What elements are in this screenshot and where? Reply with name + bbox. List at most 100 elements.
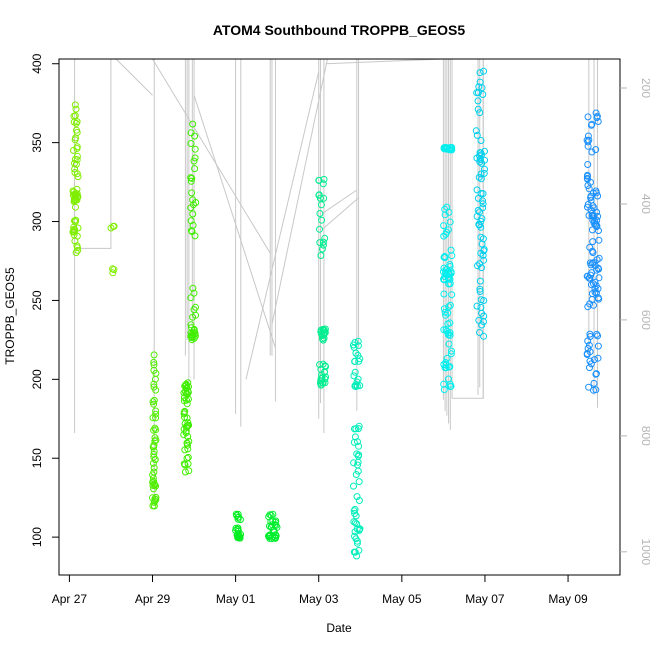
data-point-g2-26	[150, 396, 158, 404]
x-tick-label-3: May 03	[299, 592, 339, 606]
data-point-g7-48	[317, 375, 325, 383]
y-tick-label-2: 200	[30, 369, 44, 389]
chart-title: ATOM4 Southbound TROPPB_GEOS5	[213, 22, 465, 38]
data-point-g4-23	[187, 177, 195, 185]
data-point-g2-31	[150, 464, 158, 472]
data-point-g10-35	[480, 332, 488, 340]
data-point-g10-39	[477, 175, 485, 183]
data-point-g4-31	[187, 174, 195, 182]
data-point-g7-41	[319, 241, 327, 249]
data-point-g11-80	[583, 350, 591, 358]
data-point-g4-38	[187, 217, 195, 225]
data-point-g8-25	[350, 459, 358, 467]
data-point-g5-17	[233, 512, 241, 520]
data-point-g11-96	[595, 274, 603, 282]
x-tick-label-5: May 07	[465, 592, 505, 606]
data-point-g11-39	[584, 161, 592, 168]
data-point-g10-64	[479, 204, 487, 212]
data-point-g10-12	[477, 170, 485, 178]
data-point-g11-78	[593, 216, 601, 224]
data-point-g4-28	[188, 336, 196, 344]
data-point-g8-38	[351, 368, 359, 376]
data-point-g0-48	[72, 196, 80, 204]
data-point-g7-14	[318, 216, 326, 224]
data-point-g9-38	[445, 340, 453, 348]
data-point-g10-36	[479, 235, 487, 243]
data-point-g3-22	[183, 454, 191, 462]
data-point-g9-76	[444, 226, 452, 234]
data-point-g9-84	[440, 144, 448, 152]
data-point-g4-44	[191, 330, 199, 338]
data-point-g9-48	[447, 350, 455, 358]
data-point-g7-17	[316, 225, 323, 233]
data-point-g0-58	[73, 118, 81, 126]
data-point-g10-30	[475, 316, 483, 324]
data-point-g11-31	[592, 289, 600, 297]
data-point-g1-5	[110, 222, 118, 230]
data-point-g8-39	[353, 537, 361, 545]
data-point-g7-45	[319, 379, 327, 387]
data-point-g10-23	[474, 97, 482, 105]
data-point-g9-86	[443, 228, 451, 236]
data-point-g8-20	[354, 342, 362, 350]
connector-line-7	[321, 189, 358, 215]
data-point-g8-59	[354, 351, 362, 359]
x-tick-label-4: May 05	[382, 592, 422, 606]
data-point-g2-45	[152, 496, 160, 504]
y-axis-label: TROPPB_GEOS5	[3, 267, 17, 365]
data-point-g11-98	[593, 208, 600, 216]
data-point-g9-81	[448, 252, 456, 260]
data-point-g7-44	[315, 191, 323, 199]
data-point-g8-17	[354, 337, 362, 345]
data-point-g0-57	[71, 217, 78, 225]
data-point-g3-26	[180, 460, 188, 468]
data-point-g4-41	[190, 306, 198, 314]
data-point-g10-28	[476, 78, 484, 86]
data-point-g11-5	[586, 364, 593, 372]
data-point-g5-24	[233, 531, 241, 539]
data-point-g10-22	[481, 165, 488, 173]
data-point-g8-28	[355, 478, 363, 486]
connector-line-5	[271, 59, 328, 325]
data-point-g8-16	[350, 482, 357, 490]
data-point-g11-84	[584, 171, 591, 179]
data-point-g4-25	[190, 289, 198, 297]
data-point-g2-33	[151, 481, 159, 489]
data-point-g0-52	[70, 198, 78, 205]
data-point-g8-45	[351, 548, 359, 556]
data-point-g8-56	[352, 381, 360, 389]
data-point-g8-55	[350, 438, 358, 446]
data-point-g11-107	[595, 254, 603, 262]
data-point-g11-60	[592, 370, 600, 378]
data-point-g7-20	[317, 252, 325, 259]
data-point-g6-25	[269, 517, 277, 525]
data-point-g3-46	[183, 439, 191, 447]
data-point-g7-29	[319, 180, 327, 188]
data-point-g1-2	[109, 269, 117, 277]
data-point-g11-48	[587, 192, 595, 200]
data-point-g11-83	[589, 216, 597, 224]
data-point-g11-25	[590, 386, 597, 394]
data-point-g11-91	[586, 300, 594, 308]
data-point-g10-53	[475, 83, 483, 91]
data-point-g3-18	[181, 468, 189, 476]
data-point-g11-52	[595, 236, 603, 244]
data-point-g9-70	[442, 270, 450, 278]
data-point-g9-52	[444, 329, 452, 337]
data-point-g4-3	[189, 120, 197, 128]
data-point-g2-14	[149, 414, 157, 422]
data-point-g8-51	[350, 507, 358, 515]
data-point-g4-42	[187, 204, 195, 212]
data-point-g11-15	[594, 354, 602, 362]
data-point-g8-1	[352, 471, 360, 478]
data-point-g9-66	[446, 218, 454, 226]
data-point-g9-41	[440, 222, 448, 230]
data-point-g2-47	[150, 351, 158, 359]
data-point-g10-51	[474, 262, 481, 270]
data-point-g8-23	[349, 341, 357, 349]
data-point-g8-46	[355, 497, 363, 504]
data-point-g7-46	[318, 330, 326, 338]
y2-tick-label-2: 600	[639, 310, 650, 330]
data-point-g4-11	[191, 154, 199, 162]
